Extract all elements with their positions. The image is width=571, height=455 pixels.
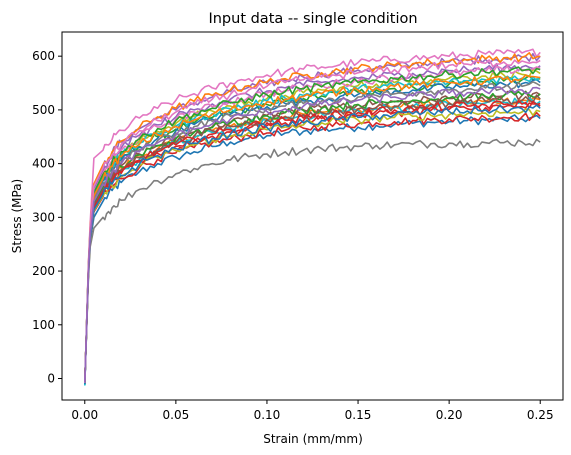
x-axis-label: Strain (mm/mm) (263, 432, 363, 446)
x-tick-label: 0.10 (254, 408, 281, 422)
x-tick-label: 0.00 (71, 408, 98, 422)
series-line-17 (84, 65, 541, 384)
x-axis: 0.00 0.05 0.10 0.15 0.20 0.25 (71, 400, 554, 422)
x-tick-label: 0.15 (345, 408, 372, 422)
x-tick-label: 0.25 (527, 408, 554, 422)
series-layer (84, 48, 541, 386)
series-line-13 (84, 90, 541, 383)
x-tick-label: 0.05 (163, 408, 190, 422)
series-line-7 (84, 48, 541, 385)
y-tick-label: 100 (32, 318, 55, 332)
series-line-2 (84, 97, 541, 383)
y-tick-label: 500 (32, 103, 55, 117)
y-axis-label: Stress (MPa) (10, 179, 24, 253)
plot-frame (61, 31, 564, 401)
series-line-10 (84, 97, 541, 386)
x-tick-label: 0.20 (436, 408, 463, 422)
series-line-1 (84, 114, 541, 386)
series-line-22 (84, 100, 541, 384)
series-line-23 (84, 74, 541, 382)
series-line-5 (84, 52, 541, 384)
y-tick-label: 300 (32, 210, 55, 224)
series-line-20 (84, 75, 541, 386)
chart-title: Input data -- single condition (208, 11, 417, 27)
y-tick-label: 600 (32, 49, 55, 63)
y-axis: 0 100 200 300 400 500 600 (32, 49, 62, 386)
series-line-8 (84, 138, 541, 382)
series-line-21 (84, 66, 541, 383)
series-line-4 (84, 111, 541, 382)
series-line-25 (84, 59, 541, 383)
series-line-24 (84, 104, 541, 384)
series-line-26 (84, 86, 541, 383)
y-tick-label: 200 (32, 264, 55, 278)
y-tick-label: 0 (47, 372, 55, 386)
y-tick-label: 400 (32, 157, 55, 171)
